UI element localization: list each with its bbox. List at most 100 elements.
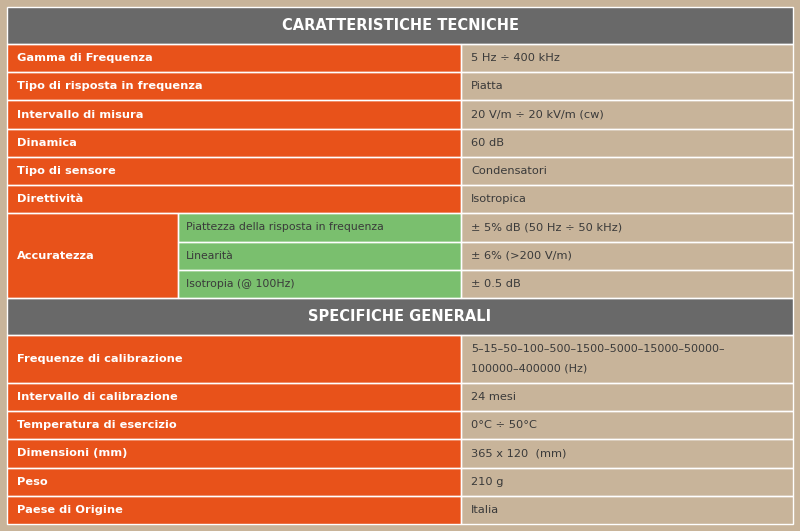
- Text: ± 0.5 dB: ± 0.5 dB: [471, 279, 521, 289]
- Text: 5–15–50–100–500–1500–5000–15000–50000–: 5–15–50–100–500–1500–5000–15000–50000–: [471, 344, 725, 354]
- Bar: [462, 129, 793, 157]
- Bar: [462, 496, 793, 524]
- Bar: [7, 213, 178, 298]
- Bar: [7, 129, 462, 157]
- Text: Temperatura di esercizio: Temperatura di esercizio: [17, 420, 177, 430]
- Text: 5 Hz ÷ 400 kHz: 5 Hz ÷ 400 kHz: [471, 53, 560, 63]
- Bar: [178, 213, 462, 242]
- Bar: [462, 129, 793, 157]
- Text: Intervallo di calibrazione: Intervallo di calibrazione: [17, 392, 178, 402]
- Bar: [7, 335, 462, 383]
- Bar: [462, 213, 793, 242]
- Bar: [462, 411, 793, 439]
- Bar: [7, 185, 462, 213]
- Bar: [462, 157, 793, 185]
- Text: 365 x 120  (mm): 365 x 120 (mm): [471, 448, 566, 458]
- Bar: [462, 100, 793, 129]
- Bar: [7, 7, 793, 44]
- Bar: [7, 298, 793, 335]
- Bar: [7, 100, 462, 129]
- Bar: [7, 467, 462, 496]
- Bar: [7, 335, 462, 383]
- Bar: [178, 213, 462, 242]
- Text: Dinamica: Dinamica: [17, 138, 77, 148]
- Bar: [7, 383, 462, 411]
- Bar: [462, 100, 793, 129]
- Bar: [178, 270, 462, 298]
- Text: Direttività: Direttività: [17, 194, 83, 204]
- Text: CARATTERISTICHE TECNICHE: CARATTERISTICHE TECNICHE: [282, 18, 518, 33]
- Bar: [7, 496, 462, 524]
- Bar: [7, 100, 462, 129]
- Bar: [462, 72, 793, 100]
- Bar: [7, 496, 462, 524]
- Text: Intervallo di misura: Intervallo di misura: [17, 109, 143, 119]
- Bar: [7, 129, 462, 157]
- Bar: [7, 157, 462, 185]
- Text: Italia: Italia: [471, 505, 499, 515]
- Bar: [462, 496, 793, 524]
- Bar: [462, 185, 793, 213]
- Text: Accuratezza: Accuratezza: [17, 251, 94, 261]
- Bar: [7, 72, 462, 100]
- Text: 0°C ÷ 50°C: 0°C ÷ 50°C: [471, 420, 537, 430]
- Bar: [7, 157, 462, 185]
- Bar: [462, 383, 793, 411]
- Text: Piattezza della risposta in frequenza: Piattezza della risposta in frequenza: [186, 222, 384, 233]
- Text: Piatta: Piatta: [471, 81, 504, 91]
- Text: 24 mesi: 24 mesi: [471, 392, 516, 402]
- Bar: [462, 270, 793, 298]
- Bar: [462, 242, 793, 270]
- Bar: [462, 439, 793, 467]
- Text: Frequenze di calibrazione: Frequenze di calibrazione: [17, 354, 182, 364]
- Bar: [462, 335, 793, 383]
- Bar: [7, 44, 462, 72]
- Text: 100000–400000 (Hz): 100000–400000 (Hz): [471, 363, 587, 373]
- Text: ± 6% (>200 V/m): ± 6% (>200 V/m): [471, 251, 572, 261]
- Text: Tipo di sensore: Tipo di sensore: [17, 166, 116, 176]
- Text: Dimensioni (mm): Dimensioni (mm): [17, 448, 127, 458]
- Text: Peso: Peso: [17, 477, 48, 486]
- Text: 20 V/m ÷ 20 kV/m (cw): 20 V/m ÷ 20 kV/m (cw): [471, 109, 604, 119]
- Text: Tipo di risposta in frequenza: Tipo di risposta in frequenza: [17, 81, 202, 91]
- Bar: [462, 72, 793, 100]
- Bar: [462, 335, 793, 383]
- Bar: [7, 467, 462, 496]
- Bar: [462, 383, 793, 411]
- Text: Gamma di Frequenza: Gamma di Frequenza: [17, 53, 153, 63]
- Bar: [462, 467, 793, 496]
- Bar: [462, 439, 793, 467]
- Bar: [178, 242, 462, 270]
- Bar: [7, 213, 178, 298]
- Text: Isotropia (@ 100Hz): Isotropia (@ 100Hz): [186, 279, 295, 289]
- Bar: [7, 411, 462, 439]
- Bar: [7, 439, 462, 467]
- Bar: [462, 44, 793, 72]
- Bar: [462, 270, 793, 298]
- Bar: [462, 185, 793, 213]
- Bar: [462, 242, 793, 270]
- Text: 210 g: 210 g: [471, 477, 504, 486]
- Bar: [462, 157, 793, 185]
- Bar: [462, 411, 793, 439]
- Bar: [462, 44, 793, 72]
- Bar: [7, 7, 793, 44]
- Bar: [7, 44, 462, 72]
- Bar: [7, 298, 793, 335]
- Bar: [7, 411, 462, 439]
- Text: SPECIFICHE GENERALI: SPECIFICHE GENERALI: [309, 309, 491, 324]
- Bar: [7, 185, 462, 213]
- Text: Paese di Origine: Paese di Origine: [17, 505, 123, 515]
- Text: Isotropica: Isotropica: [471, 194, 527, 204]
- Bar: [7, 383, 462, 411]
- Text: Condensatori: Condensatori: [471, 166, 547, 176]
- Bar: [7, 72, 462, 100]
- Text: 60 dB: 60 dB: [471, 138, 504, 148]
- Bar: [462, 213, 793, 242]
- Text: ± 5% dB (50 Hz ÷ 50 kHz): ± 5% dB (50 Hz ÷ 50 kHz): [471, 222, 622, 233]
- Text: Linearità: Linearità: [186, 251, 234, 261]
- Bar: [462, 467, 793, 496]
- Bar: [178, 242, 462, 270]
- Bar: [178, 270, 462, 298]
- Bar: [7, 439, 462, 467]
